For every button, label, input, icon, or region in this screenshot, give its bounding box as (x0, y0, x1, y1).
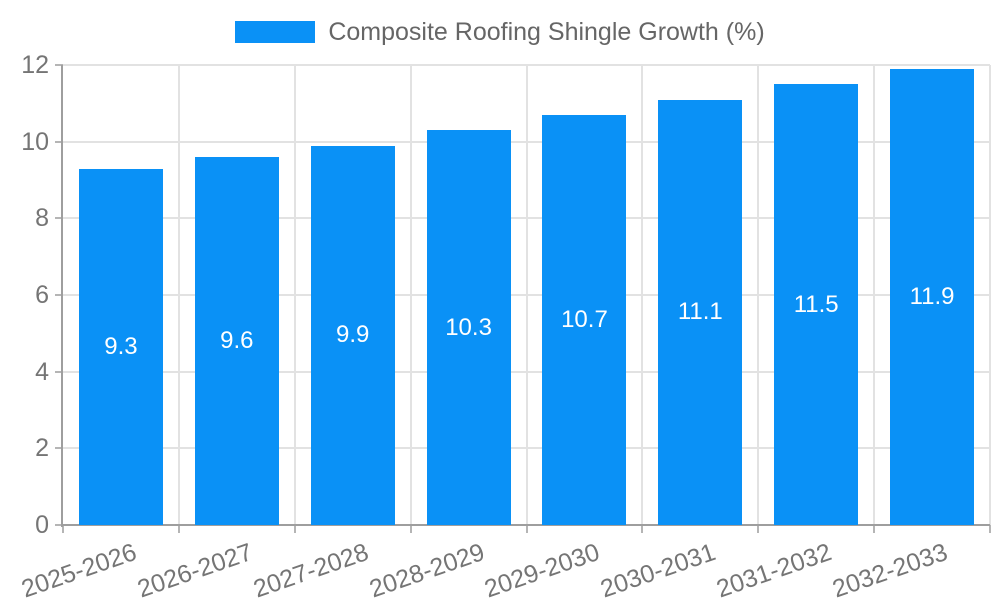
bar (890, 68, 975, 525)
bar-value-label: 11.1 (677, 298, 723, 326)
chart-legend[interactable]: Composite Roofing Shingle Growth (%) (0, 16, 1000, 48)
bar (78, 168, 163, 525)
x-axis-tick (409, 525, 412, 533)
y-axis-tick (55, 140, 63, 143)
bar (774, 84, 859, 525)
y-axis-tick (55, 294, 63, 296)
bar-value-label: 9.6 (220, 327, 254, 354)
x-axis-tick (293, 525, 296, 533)
y-tick-label: 4 (35, 357, 49, 386)
legend-swatch (235, 21, 316, 43)
y-tick-label: 2 (35, 434, 49, 463)
bar-value-label: 10.7 (561, 305, 608, 333)
vertical-gridline (989, 65, 991, 525)
bar (194, 157, 279, 525)
x-axis-tick (873, 525, 876, 533)
y-tick-label: 12 (21, 51, 49, 79)
y-tick-label: 0 (35, 511, 49, 539)
vertical-gridline (293, 65, 296, 525)
y-axis-tick (55, 217, 63, 220)
x-axis-line (63, 524, 990, 526)
bar-value-label: 9.3 (104, 332, 138, 360)
x-axis-tick (177, 525, 180, 533)
bar-value-label: 11.9 (909, 282, 955, 310)
bar-value-label: 11.5 (793, 290, 839, 318)
y-axis-line (61, 65, 63, 527)
y-axis-tick (55, 64, 63, 66)
y-axis-tick (55, 524, 63, 526)
legend-label: Composite Roofing Shingle Growth (%) (328, 17, 765, 46)
y-axis-tick (55, 447, 63, 450)
bar (658, 99, 743, 525)
x-axis-tick (525, 525, 528, 533)
bar-value-label: 10.3 (445, 313, 492, 341)
x-axis-tick (757, 525, 760, 533)
bar (542, 114, 627, 525)
vertical-gridline (409, 65, 412, 525)
x-axis-tick (641, 525, 644, 533)
vertical-gridline (757, 65, 760, 525)
vertical-gridline (525, 65, 528, 525)
y-tick-label: 6 (35, 281, 49, 309)
vertical-gridline (873, 65, 876, 525)
y-tick-label: 10 (21, 127, 49, 156)
vertical-gridline (177, 65, 180, 525)
vertical-gridline (641, 65, 644, 525)
y-axis-tick (55, 370, 63, 373)
bar-value-label: 9.9 (336, 321, 370, 349)
y-tick-label: 8 (35, 204, 49, 233)
x-axis-tick (62, 525, 64, 533)
bar (426, 130, 511, 525)
bar (310, 145, 395, 525)
x-axis-tick (989, 525, 991, 533)
